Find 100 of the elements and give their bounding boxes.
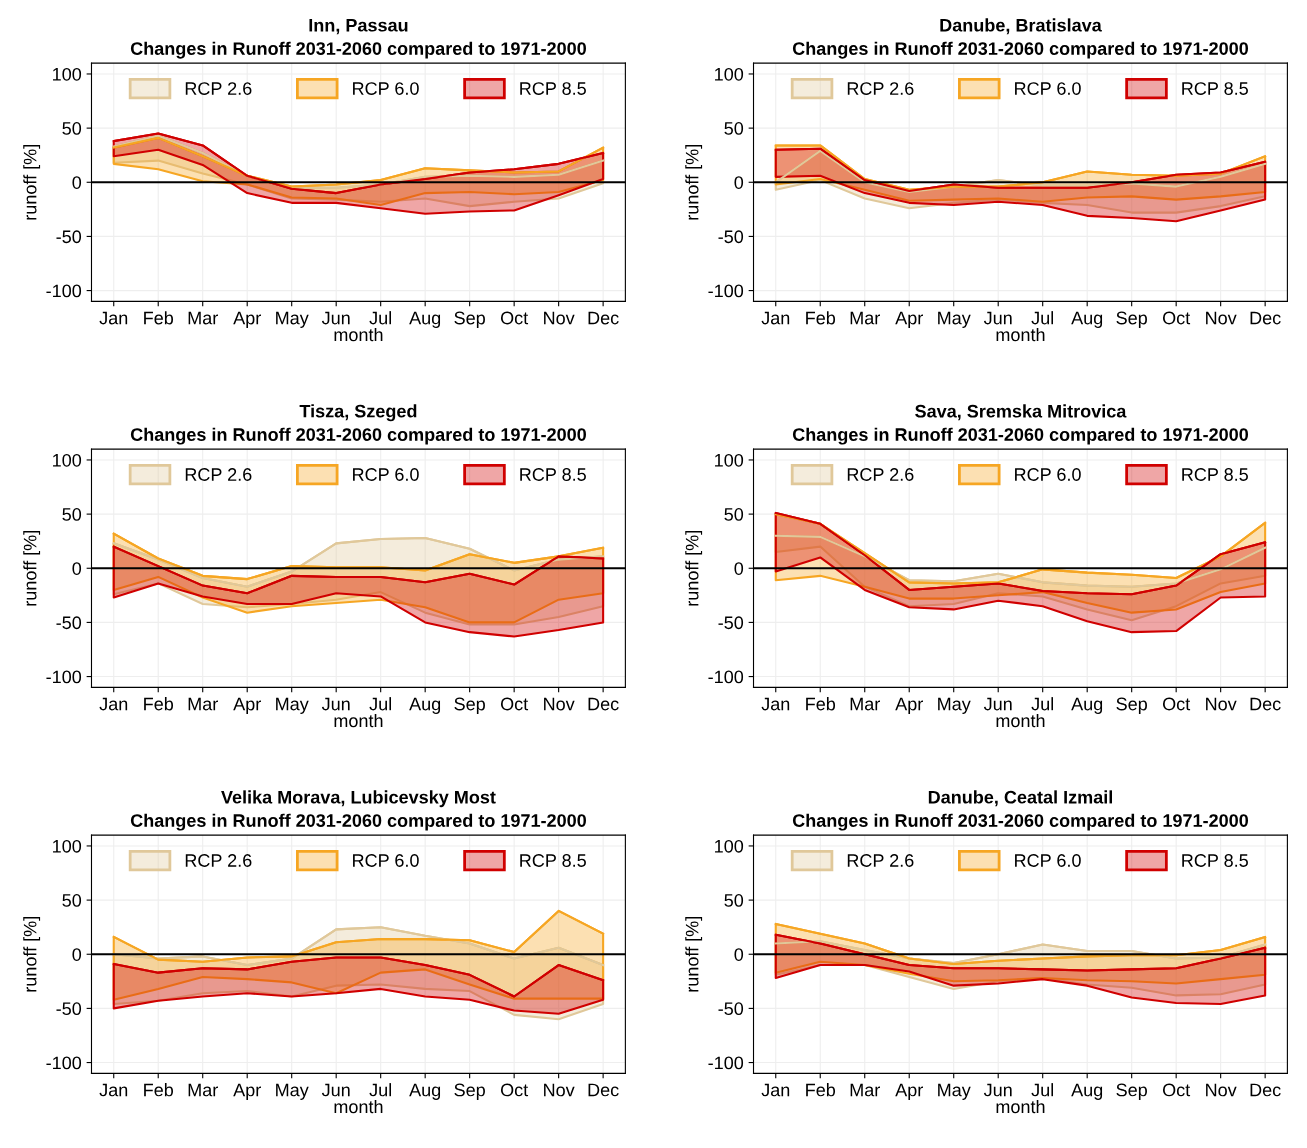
y-tick-label: -50 (56, 616, 82, 630)
legend-label: RCP 2.6 (847, 82, 914, 95)
x-tick-label: Oct (1162, 311, 1191, 325)
x-tick-label: Feb (144, 697, 174, 711)
y-tick-label: 0 (72, 948, 82, 961)
y-tick-label: 100 (53, 67, 82, 81)
line-series (774, 940, 1267, 964)
y-tick-label: 50 (724, 894, 744, 907)
x-tick-label: Feb (806, 311, 836, 325)
y-tick-label: -100 (708, 670, 744, 684)
x-tick-label: May (276, 311, 309, 328)
legend-label: RCP 2.6 (847, 854, 914, 867)
y-tick-label: -100 (708, 284, 744, 298)
x-tick-label: Apr (895, 1083, 923, 1100)
legend-label: RCP 6.0 (353, 468, 419, 481)
chart-title: Inn, Passau (309, 19, 408, 35)
y-axis-title: runoff [%] (23, 917, 41, 992)
chart-title: Velika Morava, Lubicevsky Most (221, 790, 496, 808)
y-axis-title: runoff [%] (685, 145, 703, 220)
line-series (774, 513, 1267, 585)
x-tick-label: Jul (369, 697, 392, 711)
x-tick-label: Apr (233, 311, 261, 328)
y-tick-label: -50 (56, 230, 82, 244)
x-tick-label: Sep (1116, 1083, 1147, 1100)
y-tick-label: -100 (46, 1056, 82, 1070)
x-tick-label: Oct (500, 1083, 529, 1097)
x-tick-label: Mar (188, 1083, 218, 1097)
legend-label: RCP 2.6 (185, 854, 252, 867)
x-tick-label: May (938, 1083, 971, 1100)
chart-subtitle: Changes in Runoff 2031-2060 compared to 1971-2000 (792, 41, 1249, 59)
y-tick-label: 50 (62, 122, 82, 135)
legend-label: RCP 8.5 (520, 82, 586, 95)
y-axis-title: runoff [%] (23, 145, 41, 220)
chart-subtitle: Changes in Runoff 2031-2060 compared to 1971-2000 (792, 813, 1249, 831)
y-tick-label: 0 (734, 176, 744, 189)
x-tick-label: Jan (99, 311, 128, 325)
legend-label: RCP 6.0 (1015, 82, 1081, 95)
legend-label: RCP 8.5 (1182, 854, 1248, 867)
line-series (112, 532, 605, 581)
legend-label: RCP 6.0 (1015, 468, 1081, 481)
x-tick-label: Sep (454, 311, 485, 328)
y-tick-label: -100 (708, 1056, 744, 1070)
x-tick-label: Aug (409, 1083, 441, 1100)
x-tick-label: Jan (761, 311, 790, 325)
x-tick-label: Jul (1031, 311, 1054, 325)
y-tick-label: 50 (724, 122, 744, 135)
x-tick-label: Dec (1250, 311, 1281, 325)
x-tick-label: Jun (983, 311, 1012, 325)
x-tick-label: Dec (1250, 697, 1281, 711)
line-series (112, 545, 605, 595)
x-axis-title: month (996, 327, 1045, 342)
x-tick-label: Nov (1206, 1083, 1237, 1097)
y-tick-label: 0 (72, 176, 82, 189)
x-tick-label: Jan (761, 697, 790, 711)
legend-label: RCP 6.0 (353, 82, 419, 95)
x-tick-label: Mar (850, 1083, 880, 1097)
y-tick-label: 100 (715, 839, 744, 853)
y-tick-label: 0 (734, 562, 744, 575)
x-tick-label: Oct (500, 311, 529, 325)
line-series (774, 922, 1267, 966)
chart-title: Danube, Ceatal Izmail (928, 790, 1112, 807)
x-tick-label: May (276, 697, 309, 714)
legend-label: RCP 2.6 (185, 468, 252, 481)
y-tick-label: -100 (46, 670, 82, 684)
x-tick-label: Nov (544, 1083, 575, 1097)
legend-label: RCP 6.0 (353, 854, 419, 867)
x-tick-label: Dec (588, 1083, 619, 1097)
x-tick-label: Jan (99, 1083, 128, 1097)
y-tick-label: 50 (724, 508, 744, 521)
x-tick-label: May (276, 1083, 309, 1100)
y-tick-label: 100 (53, 453, 82, 467)
y-tick-label: -50 (718, 1002, 744, 1016)
legend-label: RCP 6.0 (1015, 854, 1081, 867)
y-tick-label: 0 (734, 948, 744, 961)
y-tick-label: 100 (715, 453, 744, 467)
y-tick-label: 100 (715, 67, 744, 81)
x-tick-label: Sep (1116, 697, 1147, 714)
y-tick-label: -50 (718, 230, 744, 244)
chart-title: Danube, Bratislava (940, 18, 1102, 35)
x-tick-label: Jan (761, 1083, 790, 1097)
x-tick-label: Jun (983, 697, 1012, 711)
x-tick-label: Jul (369, 1083, 392, 1097)
x-tick-label: Sep (454, 697, 485, 714)
chart-title: Sava, Sremska Mitrovica (915, 404, 1127, 421)
y-axis-title: runoff [%] (685, 917, 703, 992)
legend-label: RCP 2.6 (847, 468, 914, 481)
y-tick-label: 50 (62, 508, 82, 521)
y-tick-label: -100 (46, 284, 82, 298)
x-tick-label: Mar (850, 311, 880, 325)
x-tick-label: Feb (144, 311, 174, 325)
x-tick-label: Nov (544, 311, 575, 325)
x-tick-label: Sep (454, 1083, 485, 1100)
chart-subtitle: Changes in Runoff 2031-2060 compared to 1971-2000 (130, 427, 586, 445)
chart-subtitle: Changes in Runoff 2031-2060 compared to 1971-2000 (130, 813, 586, 831)
chart-subtitle: Changes in Runoff 2031-2060 compared to 1971-2000 (130, 41, 586, 59)
y-tick-label: -50 (56, 1002, 82, 1016)
legend-label: RCP 2.6 (185, 82, 252, 95)
x-tick-label: Jul (369, 311, 392, 325)
x-tick-label: Aug (409, 311, 441, 328)
x-tick-label: Jan (99, 697, 128, 711)
